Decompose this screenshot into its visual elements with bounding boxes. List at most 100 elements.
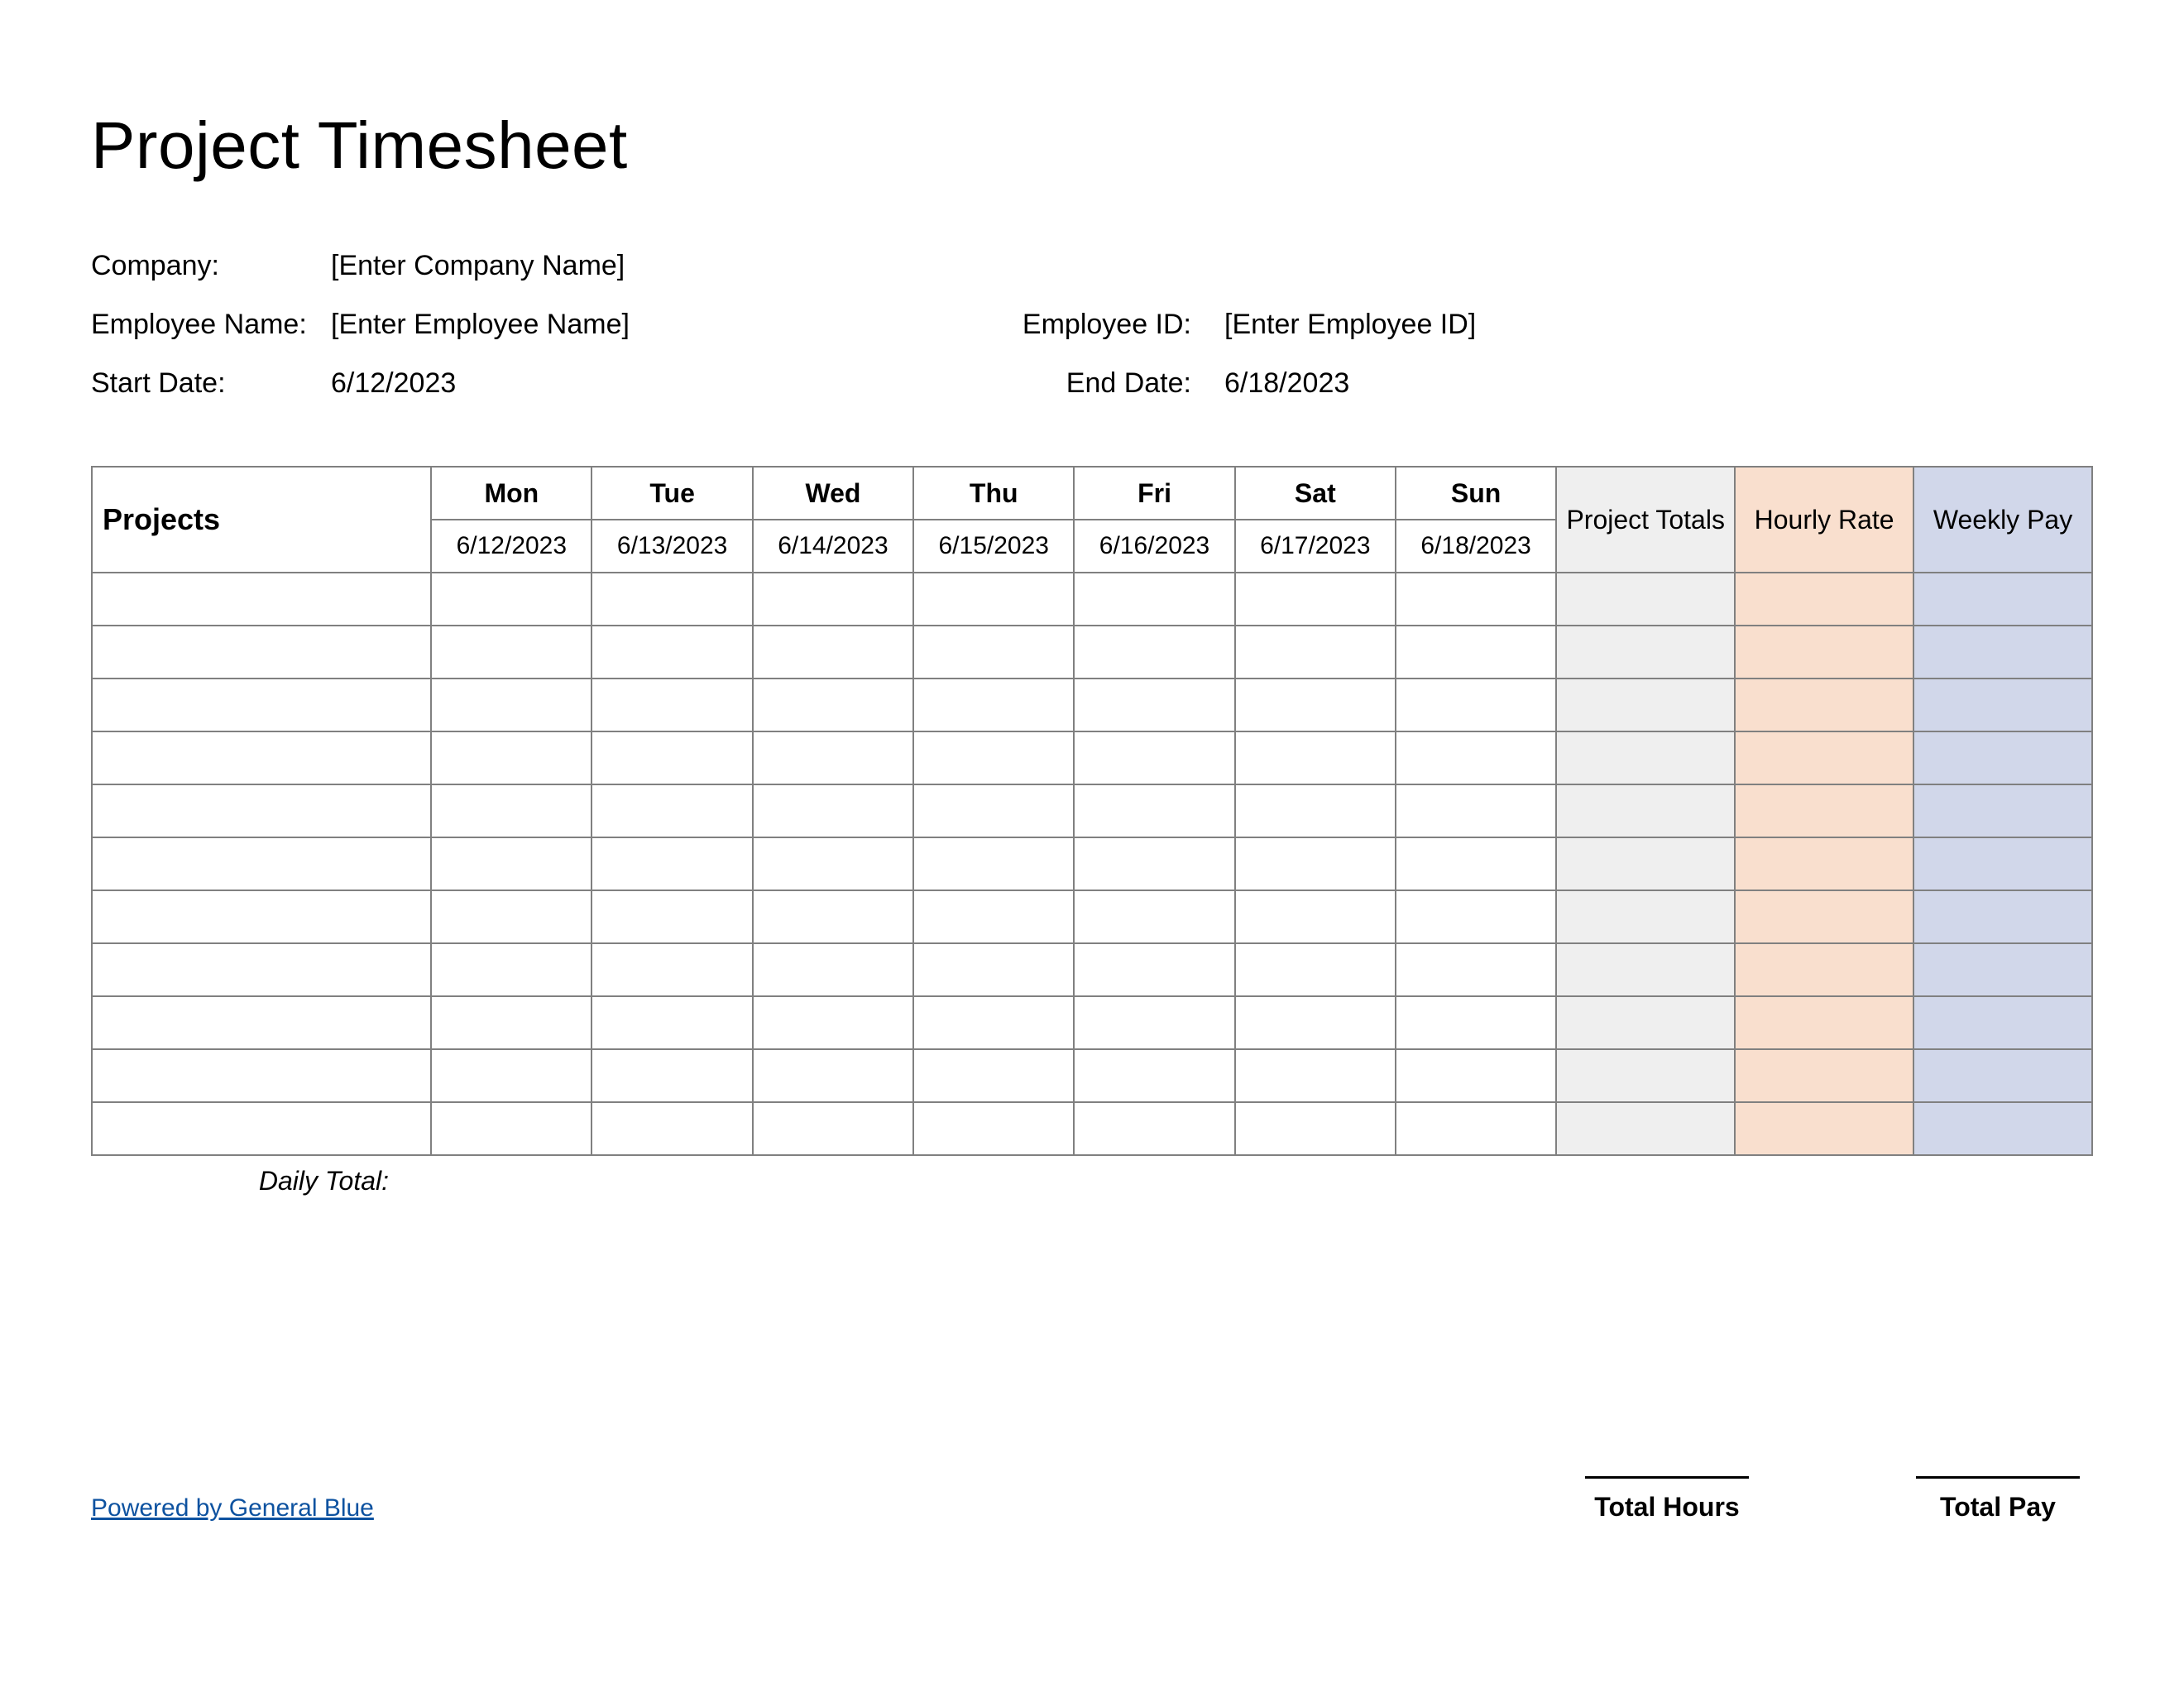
hours-cell[interactable] — [431, 573, 592, 626]
hours-cell[interactable] — [753, 626, 913, 679]
hourly-rate-cell[interactable] — [1735, 996, 1913, 1049]
hours-cell[interactable] — [913, 1102, 1074, 1155]
hours-cell[interactable] — [1396, 679, 1556, 731]
hours-cell[interactable] — [753, 679, 913, 731]
hours-cell[interactable] — [1074, 996, 1234, 1049]
hours-cell[interactable] — [1235, 943, 1396, 996]
hours-cell[interactable] — [1396, 731, 1556, 784]
hours-cell[interactable] — [753, 943, 913, 996]
hours-cell[interactable] — [753, 996, 913, 1049]
hours-cell[interactable] — [1074, 784, 1234, 837]
hours-cell[interactable] — [913, 996, 1074, 1049]
hours-cell[interactable] — [1396, 1049, 1556, 1102]
hours-cell[interactable] — [592, 784, 752, 837]
hours-cell[interactable] — [753, 573, 913, 626]
hourly-rate-cell[interactable] — [1735, 731, 1913, 784]
hourly-rate-cell[interactable] — [1735, 1049, 1913, 1102]
hours-cell[interactable] — [913, 679, 1074, 731]
hours-cell[interactable] — [913, 573, 1074, 626]
hours-cell[interactable] — [913, 1049, 1074, 1102]
employee-id-value[interactable]: [Enter Employee ID] — [1224, 309, 1572, 341]
hours-cell[interactable] — [1235, 1049, 1396, 1102]
hours-cell[interactable] — [1396, 573, 1556, 626]
company-value[interactable]: [Enter Company Name] — [331, 250, 678, 282]
hours-cell[interactable] — [913, 943, 1074, 996]
project-name-cell[interactable] — [92, 943, 431, 996]
hourly-rate-cell[interactable] — [1735, 837, 1913, 890]
project-name-cell[interactable] — [92, 1049, 431, 1102]
hours-cell[interactable] — [592, 1102, 752, 1155]
hours-cell[interactable] — [753, 890, 913, 943]
hours-cell[interactable] — [431, 1102, 592, 1155]
hours-cell[interactable] — [431, 1049, 592, 1102]
hourly-rate-cell[interactable] — [1735, 679, 1913, 731]
hours-cell[interactable] — [1396, 626, 1556, 679]
start-date-value[interactable]: 6/12/2023 — [331, 367, 678, 400]
hours-cell[interactable] — [753, 1102, 913, 1155]
hours-cell[interactable] — [592, 996, 752, 1049]
hours-cell[interactable] — [1235, 731, 1396, 784]
hours-cell[interactable] — [431, 679, 592, 731]
project-name-cell[interactable] — [92, 837, 431, 890]
hours-cell[interactable] — [1396, 943, 1556, 996]
project-name-cell[interactable] — [92, 679, 431, 731]
hours-cell[interactable] — [431, 996, 592, 1049]
hours-cell[interactable] — [1396, 784, 1556, 837]
hours-cell[interactable] — [1235, 573, 1396, 626]
hours-cell[interactable] — [431, 943, 592, 996]
hours-cell[interactable] — [1396, 1102, 1556, 1155]
hours-cell[interactable] — [1074, 890, 1234, 943]
project-name-cell[interactable] — [92, 784, 431, 837]
project-name-cell[interactable] — [92, 626, 431, 679]
hours-cell[interactable] — [431, 890, 592, 943]
hours-cell[interactable] — [592, 679, 752, 731]
hourly-rate-cell[interactable] — [1735, 626, 1913, 679]
hours-cell[interactable] — [431, 731, 592, 784]
hours-cell[interactable] — [913, 784, 1074, 837]
hours-cell[interactable] — [1396, 890, 1556, 943]
project-name-cell[interactable] — [92, 573, 431, 626]
hours-cell[interactable] — [431, 784, 592, 837]
hours-cell[interactable] — [913, 837, 1074, 890]
hours-cell[interactable] — [1074, 731, 1234, 784]
hours-cell[interactable] — [431, 837, 592, 890]
project-name-cell[interactable] — [92, 731, 431, 784]
hours-cell[interactable] — [1074, 1102, 1234, 1155]
hours-cell[interactable] — [592, 731, 752, 784]
hourly-rate-cell[interactable] — [1735, 943, 1913, 996]
hours-cell[interactable] — [1235, 626, 1396, 679]
hours-cell[interactable] — [1074, 943, 1234, 996]
hours-cell[interactable] — [1235, 890, 1396, 943]
hours-cell[interactable] — [592, 943, 752, 996]
hourly-rate-cell[interactable] — [1735, 1102, 1913, 1155]
end-date-value[interactable]: 6/18/2023 — [1224, 367, 1572, 400]
powered-by-link[interactable]: Powered by General Blue — [91, 1494, 374, 1523]
hourly-rate-cell[interactable] — [1735, 784, 1913, 837]
hours-cell[interactable] — [913, 626, 1074, 679]
employee-name-value[interactable]: [Enter Employee Name] — [331, 309, 678, 341]
hours-cell[interactable] — [1396, 996, 1556, 1049]
hours-cell[interactable] — [753, 784, 913, 837]
project-name-cell[interactable] — [92, 890, 431, 943]
hours-cell[interactable] — [1074, 837, 1234, 890]
hours-cell[interactable] — [1396, 837, 1556, 890]
hours-cell[interactable] — [1235, 679, 1396, 731]
hours-cell[interactable] — [592, 837, 752, 890]
project-name-cell[interactable] — [92, 1102, 431, 1155]
hours-cell[interactable] — [753, 1049, 913, 1102]
hours-cell[interactable] — [592, 573, 752, 626]
hours-cell[interactable] — [1074, 1049, 1234, 1102]
hours-cell[interactable] — [1235, 996, 1396, 1049]
hours-cell[interactable] — [753, 837, 913, 890]
hours-cell[interactable] — [753, 731, 913, 784]
hours-cell[interactable] — [592, 890, 752, 943]
hours-cell[interactable] — [1235, 837, 1396, 890]
project-name-cell[interactable] — [92, 996, 431, 1049]
hours-cell[interactable] — [913, 731, 1074, 784]
hourly-rate-cell[interactable] — [1735, 573, 1913, 626]
hours-cell[interactable] — [913, 890, 1074, 943]
hours-cell[interactable] — [592, 1049, 752, 1102]
hours-cell[interactable] — [431, 626, 592, 679]
hours-cell[interactable] — [1074, 573, 1234, 626]
hours-cell[interactable] — [1074, 626, 1234, 679]
